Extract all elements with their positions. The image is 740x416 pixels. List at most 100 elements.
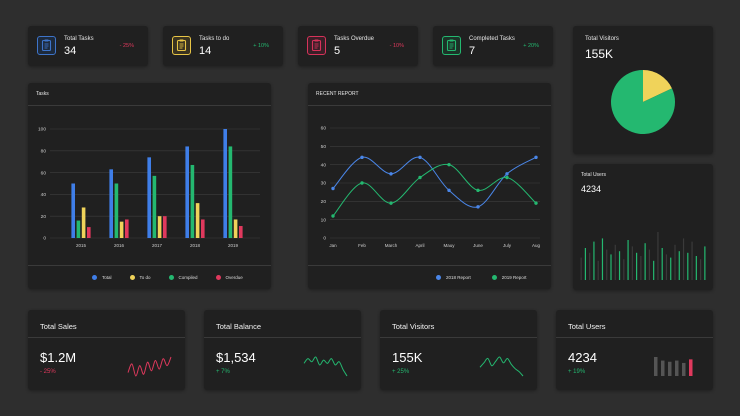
legend-dot (436, 275, 441, 280)
mini-bar (689, 359, 693, 376)
y-tick-label: 20 (321, 199, 327, 205)
data-point (447, 162, 451, 167)
sparkline-path (479, 356, 524, 377)
total-users-bottom-card[interactable]: Total Users 4234 + 19% (556, 310, 713, 390)
data-point (505, 175, 509, 180)
data-point (331, 214, 335, 218)
y-tick-label: 60 (41, 170, 47, 176)
x-tick-label: Aug (532, 243, 541, 248)
spike-bar (670, 257, 672, 280)
card-value: 155K (585, 47, 614, 61)
bar-compiled (152, 175, 157, 238)
data-point (360, 181, 364, 185)
clipboard-glyph (176, 39, 187, 52)
kpi-title: Completed Tasks (469, 36, 515, 42)
bar-total (109, 169, 113, 238)
mini-bar (654, 357, 658, 376)
kpi-value: 5 (334, 45, 341, 57)
bar-overdue (163, 216, 167, 238)
total-visitors-card[interactable]: Total Visitors 155K (573, 26, 713, 154)
panel-title: RECENT REPORT (316, 91, 359, 97)
tasks-chart-panel[interactable]: Tasks 0 20 40 60 80 100 2015 2016 2017 2018 2019 T… (28, 83, 271, 289)
bar-compiled (76, 220, 81, 238)
spike-bar (644, 243, 646, 280)
spike-bar (623, 259, 625, 280)
clipboard-icon (172, 36, 191, 55)
spike-bar (665, 254, 668, 280)
legend-item[interactable]: Overdue (215, 275, 243, 280)
bar-to-do (233, 219, 238, 238)
mini-bar (668, 361, 672, 376)
data-point (534, 155, 538, 160)
spike-bar (618, 251, 621, 280)
y-tick-label: 0 (323, 236, 326, 242)
kpi-card-tasks-overdue[interactable]: Tasks Overdue 5 - 10% (298, 26, 418, 66)
x-tick-label: July (503, 243, 512, 248)
y-tick-label: 20 (41, 214, 47, 220)
tasks-bar-chart: 0 20 40 60 80 100 2015 2016 2017 2018 2019 (38, 127, 260, 248)
card-value: 155K (392, 350, 423, 365)
card-change: + 19% (568, 369, 586, 375)
legend-item[interactable]: 2019 Report (491, 275, 527, 280)
spike-bar (653, 260, 655, 280)
divider (204, 337, 361, 338)
legend-item[interactable]: Total (92, 275, 112, 280)
bar-to-do (157, 216, 162, 238)
bar-overdue (239, 226, 243, 238)
divider (556, 337, 713, 338)
kpi-card-total-tasks[interactable]: Total Tasks 34 - 25% (28, 26, 148, 66)
recent-report-panel[interactable]: RECENT REPORT 0 10 20 30 40 50 60 Jan Feb March Ap… (308, 83, 551, 289)
users-mini-bars (654, 357, 693, 376)
mini-bar (675, 360, 679, 376)
data-point (389, 172, 393, 176)
x-tick-label: 2018 (190, 243, 201, 248)
data-point (476, 205, 480, 209)
kpi-card-completed-tasks[interactable]: Completed Tasks 7 + 20% (433, 26, 553, 66)
spike-bar (606, 249, 608, 280)
data-point (534, 201, 538, 205)
clipboard-glyph (311, 39, 322, 52)
spike-bar (682, 238, 685, 280)
total-sales-card[interactable]: Total Sales $1.2M - 25% (28, 310, 185, 390)
divider (380, 337, 537, 338)
y-tick-label: 80 (41, 149, 47, 155)
users-spike-chart (580, 232, 706, 280)
x-tick-label: Feb (358, 243, 366, 248)
x-tick-label: June (473, 243, 483, 248)
total-balance-card[interactable]: Total Balance $1,534 + 7% (204, 310, 361, 390)
clipboard-glyph (446, 39, 457, 52)
spike-bar (695, 256, 697, 280)
clipboard-icon (307, 36, 326, 55)
clipboard-clip (314, 39, 319, 42)
card-title: Total Visitors (585, 36, 619, 42)
bar-overdue (201, 219, 205, 238)
data-point (505, 172, 509, 176)
clipboard-icon (442, 36, 461, 55)
kpi-value: 14 (199, 45, 212, 57)
clipboard-glyph (41, 39, 52, 52)
y-tick-label: 30 (321, 181, 327, 187)
total-visitors-bottom-card[interactable]: Total Visitors 155K + 25% (380, 310, 537, 390)
legend-item[interactable]: 2018 Report (436, 275, 471, 280)
legend-item[interactable]: Compiled (168, 275, 198, 280)
data-point (418, 155, 422, 160)
legend-item[interactable]: To do (129, 275, 151, 280)
legend-dot (129, 275, 135, 280)
clipboard-clip (449, 39, 454, 42)
card-change: + 25% (392, 369, 410, 375)
x-tick-label: 2016 (114, 243, 125, 248)
y-tick-label: 0 (43, 236, 46, 242)
spike-bar (593, 241, 595, 280)
card-value: $1,534 (216, 350, 256, 365)
legend-label: Overdue (225, 275, 243, 280)
divider (308, 105, 551, 106)
bar-total (147, 157, 151, 238)
x-tick-label: March (385, 243, 398, 248)
sales-sparkline (127, 356, 172, 377)
bar-to-do (119, 221, 124, 238)
kpi-change: + 20% (523, 43, 539, 49)
total-users-card[interactable]: Total Users 4234 (573, 164, 713, 290)
spike-bar (601, 238, 604, 280)
kpi-title: Tasks Overdue (334, 36, 375, 42)
kpi-card-tasks-to-do[interactable]: Tasks to do 14 + 10% (163, 26, 283, 66)
